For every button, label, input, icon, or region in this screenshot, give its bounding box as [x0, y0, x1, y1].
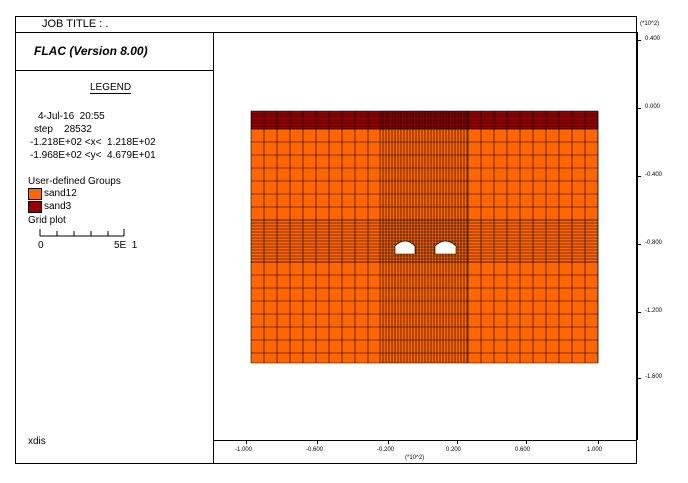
sand12-zone — [251, 111, 598, 363]
x-tick-mark — [526, 440, 527, 444]
y-tick-label: 0.400 — [645, 36, 661, 42]
x-range-label: -1.218E+02 <x< 1.218E+02 — [30, 137, 156, 148]
y-tick-label: 0.000 — [645, 104, 661, 110]
step-label: step 28532 — [34, 124, 92, 135]
job-title: JOB TITLE : . — [42, 18, 109, 30]
title-divider — [15, 32, 637, 33]
y-tick-label: -1.200 — [645, 308, 663, 314]
x-tick-label: -0.200 — [377, 447, 395, 453]
x-tick-label: -0.600 — [306, 447, 324, 453]
y-range-label: -1.968E+02 <y< 4.679E+01 — [30, 150, 156, 161]
scale-max: 5E 1 — [114, 240, 138, 251]
scale-min: 0 — [38, 240, 44, 251]
legend-title: LEGEND — [90, 82, 132, 94]
y-tick-mark — [637, 108, 641, 109]
date-label: 4-Jul-16 20:55 — [38, 111, 105, 122]
y-tick-mark — [637, 176, 641, 177]
group-swatch-sand3 — [28, 201, 42, 213]
y-tick-mark — [637, 244, 641, 245]
x-axis-line — [213, 440, 637, 441]
x-tick-mark — [457, 440, 458, 444]
x-tick-label: 0.600 — [515, 447, 531, 453]
x-tick-mark — [598, 440, 599, 444]
plot-frame — [15, 16, 637, 464]
group-label-sand3: sand3 — [44, 201, 72, 212]
y-axis-unit: (*10^2) — [640, 21, 660, 27]
groups-title: User-defined Groups — [28, 176, 121, 187]
y-tick-mark — [637, 378, 641, 379]
program-label: FLAC (Version 8.00) — [34, 44, 148, 58]
x-tick-label: 1.000 — [587, 447, 603, 453]
x-tick-mark — [388, 440, 389, 444]
program-divider — [15, 70, 213, 71]
y-axis-line — [637, 32, 638, 440]
x-tick-label: 0.200 — [446, 447, 462, 453]
group-swatch-sand12 — [28, 188, 42, 200]
x-axis-unit: (*10^2) — [405, 455, 425, 461]
y-tick-label: -1.600 — [645, 374, 663, 380]
y-tick-label: -0.400 — [645, 172, 663, 178]
x-tick-mark — [246, 440, 247, 444]
footer-label: xdis — [28, 436, 46, 447]
y-tick-mark — [637, 312, 641, 313]
x-tick-mark — [317, 440, 318, 444]
panel-divider — [213, 32, 214, 464]
grid-plot-label: Grid plot — [28, 215, 66, 226]
x-tick-label: -1.000 — [235, 447, 253, 453]
y-tick-label: -0.800 — [645, 240, 663, 246]
y-tick-mark — [637, 40, 641, 41]
tunnel-opening — [394, 240, 416, 255]
group-label-sand12: sand12 — [44, 188, 77, 199]
tunnel-opening — [434, 240, 457, 255]
